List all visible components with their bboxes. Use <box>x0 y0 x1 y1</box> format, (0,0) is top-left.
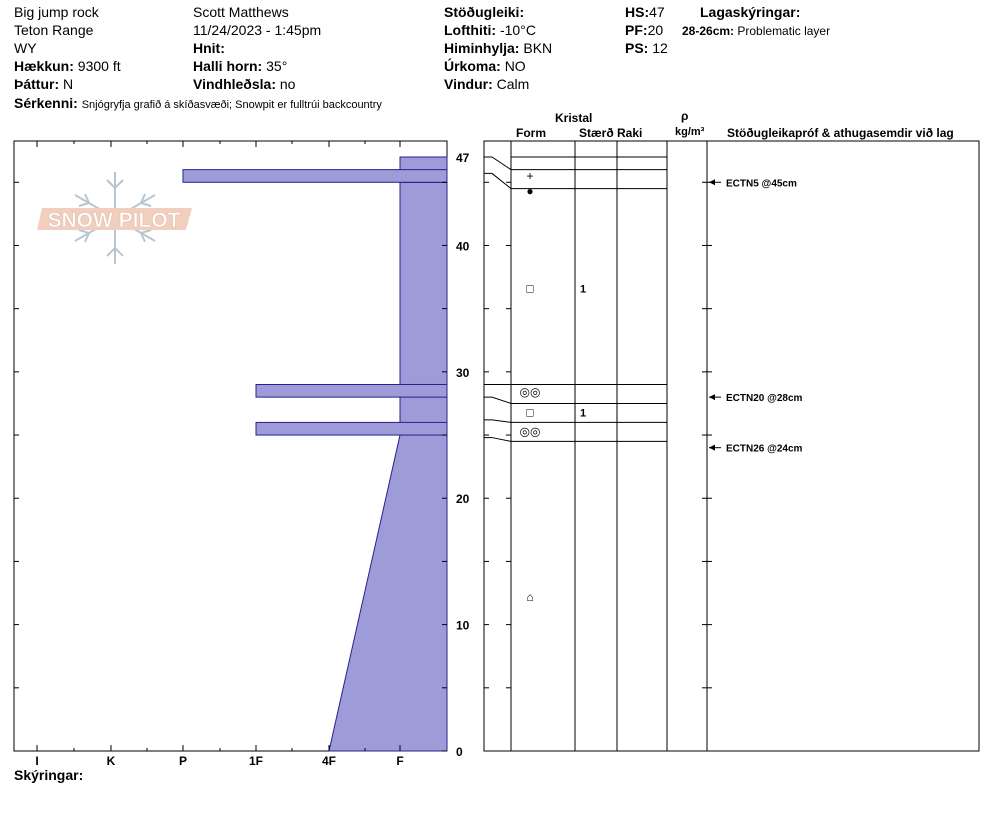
coords-label: Hnit: <box>193 40 225 56</box>
grain-size-label: 1 <box>580 283 586 295</box>
grain-form-symbol: ⌂ <box>526 590 533 604</box>
precip-value: NO <box>504 58 526 74</box>
depth-tick-label: 40 <box>456 239 470 253</box>
pf-value: 20 <box>647 22 664 38</box>
grain-form-symbol: ● <box>526 184 533 198</box>
depth-tick-label: 0 <box>456 745 463 759</box>
coordinates: Hnit: <box>193 39 225 57</box>
snow-height: HS:47 <box>625 3 665 21</box>
rho-header: ρ <box>681 109 689 123</box>
hardness-tick-label: K <box>107 754 116 768</box>
layer-connector <box>484 419 512 423</box>
hardness-tick-label: F <box>396 754 403 768</box>
stability-test-label: ECTN26 @24cm <box>726 444 803 455</box>
state-name: WY <box>14 40 37 56</box>
notes-label: Skýringar: <box>14 767 84 783</box>
ski-penetration: PS: 12 <box>625 39 668 57</box>
hardness-base-polygon <box>328 181 448 752</box>
hardness-tick-label: P <box>179 754 187 768</box>
grain-form-symbol: ◎◎ <box>520 424 541 438</box>
grain-form-symbol: ◎◎ <box>520 385 541 399</box>
layer-note: 28-26cm: Problematic layer <box>682 22 830 40</box>
specifics-value: Snjógryfja grafið á skíðasvæði; Snowpit … <box>81 99 382 111</box>
moisture-header: Raki <box>617 126 643 140</box>
logo-text: SNOW PILOT <box>48 209 181 232</box>
stability: Stöðugleiki: <box>444 3 524 21</box>
grain-form-symbol: □ <box>526 405 533 419</box>
slope-label: Halli horn: <box>193 58 263 74</box>
hardness-layer-1f-lower <box>255 421 448 436</box>
grain-form-symbol: + <box>526 169 533 183</box>
wind-loading: Vindhleðsla: no <box>193 75 295 93</box>
notes: Skýringar: <box>14 766 83 784</box>
wind-label: Vindur: <box>444 76 493 92</box>
hs-label: HS: <box>625 4 650 20</box>
test-arrow-head <box>709 179 715 186</box>
specifics: Sérkenni: Snjógryfja grafið á skíðasvæði… <box>14 94 382 114</box>
hardness-tick-label: 4F <box>322 754 336 768</box>
sky-value: BKN <box>523 40 553 56</box>
sky-cover: Himinhylja: BKN <box>444 39 552 57</box>
hardness-tick-label: 1F <box>249 754 263 768</box>
stability-label: Stöðugleiki: <box>444 4 525 20</box>
depth-tick-label: 47 <box>456 151 470 165</box>
aspect-label: Þáttur: <box>14 76 60 92</box>
snowpilot-logo: SNOW PILOT <box>37 172 192 264</box>
depth-tick-label: 20 <box>456 492 470 506</box>
date-time: 11/24/2023 - 1:45pm <box>193 22 322 38</box>
sky-label: Himinhylja: <box>444 40 520 56</box>
stability-test-label: ECTN20 @28cm <box>726 393 803 404</box>
wind-loading-value: no <box>279 76 296 92</box>
stability-test-label: ECTN5 @45cm <box>726 178 797 189</box>
slope-value: 35° <box>266 58 288 74</box>
specifics-label: Sérkenni: <box>14 95 78 111</box>
pit-foot-penetration: PF:20 <box>625 21 663 39</box>
ps-value: 12 <box>652 40 668 56</box>
depth-tick-label: 10 <box>456 619 470 633</box>
layer-connector <box>484 156 512 171</box>
layer-connector <box>484 437 512 442</box>
aspect-value: N <box>63 76 74 92</box>
layer-note-text: Problematic layer <box>737 24 831 38</box>
layer-table-frame <box>483 140 980 752</box>
air-temp-label: Lofthiti: <box>444 22 497 38</box>
precip-label: Úrkoma: <box>444 58 501 74</box>
elevation: Hækkun: 9300 ft <box>14 57 121 75</box>
range-name: Teton Range <box>14 22 94 38</box>
observer-name: Scott Matthews <box>193 4 289 20</box>
precipitation: Úrkoma: NO <box>444 57 526 75</box>
aspect: Þáttur: N <box>14 75 73 93</box>
air-temp: Lofthiti: -10°C <box>444 21 536 39</box>
air-temp-value: -10°C <box>499 22 536 38</box>
ps-label: PS: <box>625 40 649 56</box>
wind: Vindur: Calm <box>444 75 529 93</box>
form-header: Form <box>516 126 546 140</box>
site-name: Big jump rock <box>14 4 99 20</box>
elevation-label: Hækkun: <box>14 58 74 74</box>
layer-note-depth: 28-26cm: <box>682 24 735 38</box>
layer-notes-heading: Lagaskýringar: <box>700 4 801 20</box>
layer-connector <box>484 172 512 189</box>
hardness-layer-p <box>182 169 448 183</box>
grain-form-symbol: □ <box>526 281 533 295</box>
hardness-layer-1f-upper <box>255 383 448 398</box>
test-arrow-head <box>709 394 715 401</box>
crystal-header: Kristal <box>555 111 593 125</box>
wind-loading-label: Vindhleðsla: <box>193 76 276 92</box>
density-unit-header: kg/m³ <box>675 126 705 138</box>
hs-value: 47 <box>649 4 665 20</box>
tests-header: Stöðugleikapróf & athugasemdir við lag <box>727 126 954 140</box>
depth-tick-label: 30 <box>456 366 470 380</box>
pf-label: PF: <box>625 22 648 38</box>
layer-connector <box>484 396 512 404</box>
test-arrow-head <box>709 444 715 451</box>
elevation-value: 9300 ft <box>77 58 121 74</box>
slope-angle: Halli horn: 35° <box>193 57 287 75</box>
grain-size-label: 1 <box>580 407 586 419</box>
size-header: Stærð <box>579 126 614 140</box>
wind-value: Calm <box>496 76 530 92</box>
hardness-tick-label: I <box>35 754 38 768</box>
